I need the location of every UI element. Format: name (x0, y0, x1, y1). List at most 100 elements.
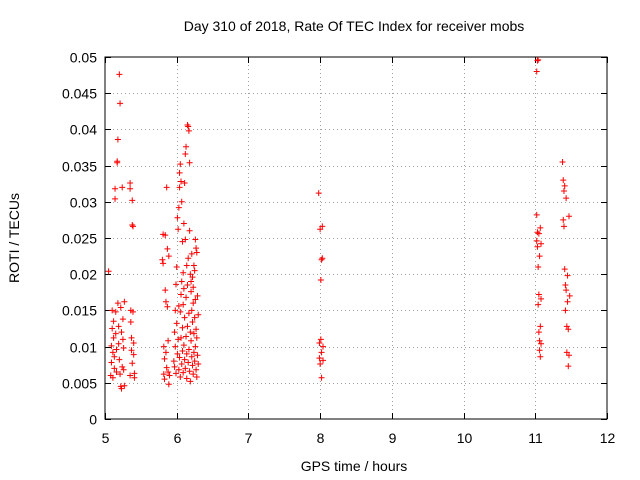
data-point (128, 347, 135, 354)
data-point (130, 351, 137, 358)
data-point (129, 197, 136, 204)
data-point (185, 359, 192, 366)
data-point (127, 185, 134, 192)
data-point (178, 291, 185, 298)
data-point (119, 316, 126, 323)
data-point (189, 362, 196, 369)
data-point (562, 282, 569, 289)
data-point (176, 354, 183, 361)
data-point (175, 303, 182, 310)
data-point (190, 300, 197, 307)
data-point (180, 285, 187, 292)
data-point (316, 339, 323, 346)
data-point (183, 350, 190, 357)
data-point (178, 198, 185, 205)
data-point (185, 255, 192, 262)
data-point (111, 365, 118, 372)
data-point (118, 329, 125, 336)
data-point (173, 263, 180, 270)
data-point (565, 352, 572, 359)
data-point (185, 346, 192, 353)
data-point (110, 318, 117, 325)
data-point (185, 127, 192, 134)
data-point (565, 363, 572, 370)
data-point (315, 190, 322, 197)
y-tick-label: 0.03 (70, 195, 97, 211)
y-tick-label: 0.045 (62, 86, 97, 102)
data-point (183, 143, 190, 150)
data-point (537, 224, 544, 231)
data-point (115, 340, 122, 347)
data-point (161, 355, 168, 362)
data-point (192, 236, 199, 243)
data-point (184, 122, 191, 129)
data-point (174, 350, 181, 357)
data-point (190, 262, 197, 269)
data-points (105, 56, 573, 392)
data-point (316, 355, 323, 362)
data-point (195, 311, 202, 318)
data-point (536, 337, 543, 344)
data-point (565, 326, 572, 333)
y-tick-label: 0.015 (62, 303, 97, 319)
data-point (193, 249, 200, 256)
data-point (117, 304, 124, 311)
data-point (534, 229, 541, 236)
data-point (190, 284, 197, 291)
y-tick-label: 0.02 (70, 267, 97, 283)
x-tick-label: 10 (457, 430, 473, 446)
data-point (120, 366, 127, 373)
data-point (186, 227, 193, 234)
x-tick-label: 11 (528, 430, 543, 446)
data-point (533, 211, 540, 218)
data-point (181, 179, 188, 186)
data-point (129, 221, 136, 228)
data-point (119, 336, 126, 343)
data-point (183, 262, 190, 269)
data-point (189, 318, 196, 325)
data-point (162, 298, 169, 305)
data-point (118, 385, 125, 392)
data-point (194, 292, 201, 299)
data-point (188, 288, 195, 295)
data-point (564, 272, 571, 279)
data-point (162, 232, 169, 239)
data-point (533, 237, 540, 244)
data-point (171, 329, 178, 336)
data-point (317, 276, 324, 283)
data-point (180, 269, 187, 276)
data-point (165, 253, 172, 260)
data-point (175, 366, 182, 373)
data-point (560, 177, 567, 184)
data-point (185, 123, 192, 130)
data-point (177, 161, 184, 168)
data-point (183, 375, 190, 382)
grid-lines (105, 57, 607, 419)
data-point (170, 358, 177, 365)
data-point (179, 324, 186, 331)
data-point (535, 263, 542, 270)
data-point (131, 374, 138, 381)
data-point (176, 184, 183, 191)
data-point (181, 356, 188, 363)
data-point (182, 365, 189, 372)
data-point (182, 151, 189, 158)
data-point (180, 342, 187, 349)
y-axis-label: ROTI / TECUs (6, 193, 22, 283)
y-tick-label: 0.05 (70, 50, 97, 66)
data-point (178, 278, 185, 285)
data-point (184, 282, 191, 289)
data-point (114, 159, 121, 166)
data-point (165, 368, 172, 375)
data-point (113, 368, 120, 375)
data-point (185, 310, 192, 317)
data-point (172, 307, 179, 314)
data-point (108, 359, 115, 366)
data-point (177, 308, 184, 315)
data-point (188, 307, 195, 314)
x-tick-label: 5 (102, 430, 110, 446)
data-point (116, 71, 123, 78)
data-point (114, 300, 121, 307)
data-point (560, 223, 567, 230)
data-point (161, 376, 168, 383)
